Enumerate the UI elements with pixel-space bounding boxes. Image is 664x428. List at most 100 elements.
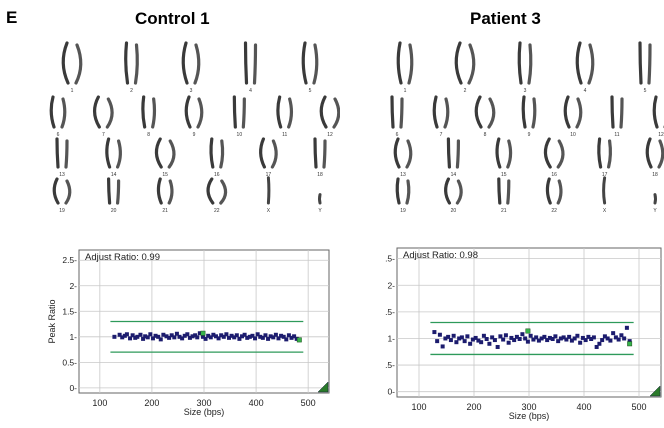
chromosome-pair-18 <box>313 137 327 169</box>
data-point <box>569 338 574 343</box>
chromosome-pair-6 <box>49 95 67 129</box>
data-point <box>216 336 221 341</box>
chromosome-label: 17 <box>266 172 272 178</box>
chromosome-label: 19 <box>59 208 65 214</box>
data-point <box>580 335 585 340</box>
chromosome-pair-11 <box>276 95 294 129</box>
y-tick-label: 0- <box>69 383 77 393</box>
data-point <box>294 336 299 341</box>
y-tick-label: 1- <box>69 332 77 342</box>
chromosome-label: 6 <box>57 132 60 138</box>
data-point <box>271 335 276 340</box>
data-point <box>206 333 211 338</box>
data-point <box>440 344 445 349</box>
chromosome-pair-18 <box>645 137 664 169</box>
data-point <box>232 335 237 340</box>
data-point <box>145 335 150 340</box>
data-point <box>470 337 475 342</box>
chromosome-pair-Y <box>318 193 322 205</box>
data-point <box>211 332 216 337</box>
data-point <box>558 336 563 341</box>
data-point <box>451 333 456 338</box>
data-point <box>591 335 596 340</box>
chromosome-pair-3 <box>181 41 201 85</box>
chromosome-pair-7 <box>432 95 450 129</box>
data-point <box>627 339 632 344</box>
data-point <box>490 335 495 340</box>
x-tick-label: 300 <box>521 402 536 412</box>
data-point <box>247 334 252 339</box>
chromosome-pair-4 <box>243 41 258 85</box>
data-point <box>221 334 226 339</box>
chromosome-pair-5 <box>301 41 319 85</box>
data-point <box>224 332 229 337</box>
y-tick-label: 0.5- <box>385 360 395 370</box>
data-point <box>213 334 218 339</box>
data-point <box>564 337 569 342</box>
data-point <box>197 331 202 336</box>
data-point <box>437 332 442 337</box>
chromosome-pair-19 <box>52 177 72 205</box>
chromosome-label: 2 <box>464 88 467 94</box>
data-point <box>531 337 536 342</box>
chromosome-label: 9 <box>528 132 531 138</box>
data-point <box>586 334 591 339</box>
y-tick-label: 1.5- <box>385 307 395 317</box>
chromosome-label: 17 <box>602 172 608 178</box>
chromosome-label: X <box>603 208 607 214</box>
data-point <box>547 335 552 340</box>
data-point <box>487 341 492 346</box>
chromosome-label: 1 <box>404 88 407 94</box>
data-point <box>153 333 158 338</box>
data-point <box>523 336 528 341</box>
data-point <box>550 336 555 341</box>
x-tick-label: 200 <box>144 398 159 408</box>
data-point <box>250 333 255 338</box>
chromosome-label: 3 <box>524 88 527 94</box>
chromosome-label: 21 <box>162 208 168 214</box>
data-point <box>454 340 459 345</box>
chromosome-label: 7 <box>440 132 443 138</box>
data-point <box>561 335 566 340</box>
data-point <box>292 334 297 339</box>
chromosome-pair-16 <box>543 137 565 169</box>
highlighted-data-point <box>627 341 633 347</box>
control-title: Control 1 <box>135 9 210 28</box>
chromosome-label: 14 <box>111 172 117 178</box>
data-point <box>567 334 572 339</box>
data-point <box>498 334 503 339</box>
chromosome-pair-20 <box>107 177 121 205</box>
chromosome-pair-9 <box>521 95 537 129</box>
data-point <box>443 336 448 341</box>
data-point <box>525 339 530 344</box>
data-point <box>187 335 192 340</box>
data-point <box>120 335 125 340</box>
data-point <box>503 333 508 338</box>
chromosome-label: X <box>267 208 271 214</box>
y-tick-label: 2.5- <box>385 254 395 264</box>
data-point <box>240 334 245 339</box>
data-point <box>208 335 213 340</box>
data-point <box>605 336 610 341</box>
data-point <box>512 338 517 343</box>
chromosome-pair-14 <box>446 137 460 169</box>
chromosome-label: 13 <box>59 172 65 178</box>
data-point <box>536 338 541 343</box>
chromosome-label: 6 <box>396 132 399 138</box>
chromosome-pair-1 <box>61 41 83 85</box>
y-tick-label: 0.5- <box>62 357 77 367</box>
data-point <box>276 336 281 341</box>
data-point <box>203 336 208 341</box>
y-tick-label: 0- <box>387 387 395 397</box>
chromosome-label: 8 <box>147 132 150 138</box>
data-point <box>509 335 514 340</box>
y-tick-label: 2- <box>387 280 395 290</box>
data-point <box>266 336 271 341</box>
data-point <box>200 334 205 339</box>
data-point <box>481 333 486 338</box>
resize-corner-icon <box>649 385 661 397</box>
data-point <box>611 331 616 336</box>
data-point <box>273 332 278 337</box>
data-point <box>520 332 525 337</box>
